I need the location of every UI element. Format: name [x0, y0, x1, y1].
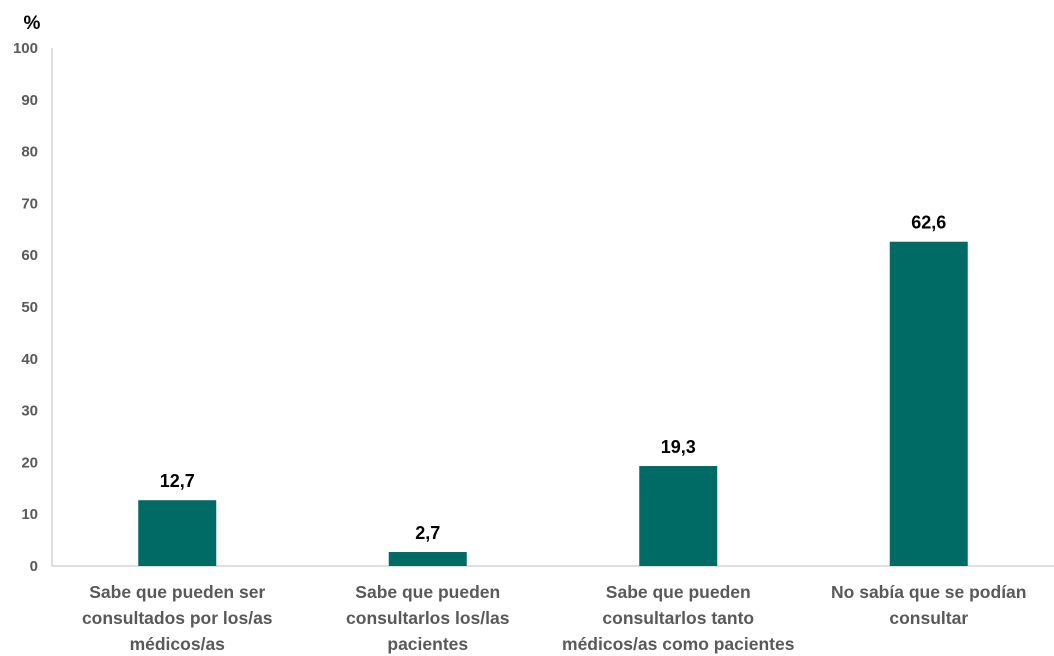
x-category-label: No sabía que se podían consultar [831, 582, 1026, 628]
y-tick-label: 20 [21, 454, 38, 471]
bar [639, 466, 718, 566]
y-tick-label: 0 [30, 558, 38, 575]
category-labels-group: Sabe que pueden ser consultados por los/a… [82, 582, 1027, 654]
x-category-label: Sabe que pueden consultarlos los/las pacie… [346, 582, 510, 654]
data-labels-group: 12,7 2,7 19,3 62,6 [160, 213, 947, 543]
bar-value-label: 62,6 [911, 213, 946, 233]
x-category-label: Sabe que pueden ser consultados por los/a… [82, 582, 273, 654]
x-category-label: Sabe que pueden consultarlos tanto médicos… [562, 582, 795, 654]
y-tick-label: 80 [21, 144, 38, 161]
bar-value-label: 12,7 [160, 471, 195, 491]
y-tick-label: 70 [21, 195, 38, 212]
y-tick-label: 90 [21, 92, 38, 109]
bar-value-label: 2,7 [415, 523, 440, 543]
y-axis-unit-label: % [24, 13, 41, 34]
y-tick-label: 100 [13, 40, 38, 57]
bar [138, 500, 217, 566]
y-axis-ticks: 0 10 20 30 40 50 60 70 80 90 100 [13, 40, 38, 575]
y-tick-label: 40 [21, 351, 38, 368]
bars-group [138, 241, 968, 566]
bar [388, 552, 467, 566]
bar-value-label: 19,3 [661, 437, 696, 457]
y-tick-label: 30 [21, 403, 38, 420]
bar [889, 241, 968, 566]
y-tick-label: 10 [21, 506, 38, 523]
y-tick-label: 50 [21, 299, 38, 316]
y-tick-label: 60 [21, 247, 38, 264]
